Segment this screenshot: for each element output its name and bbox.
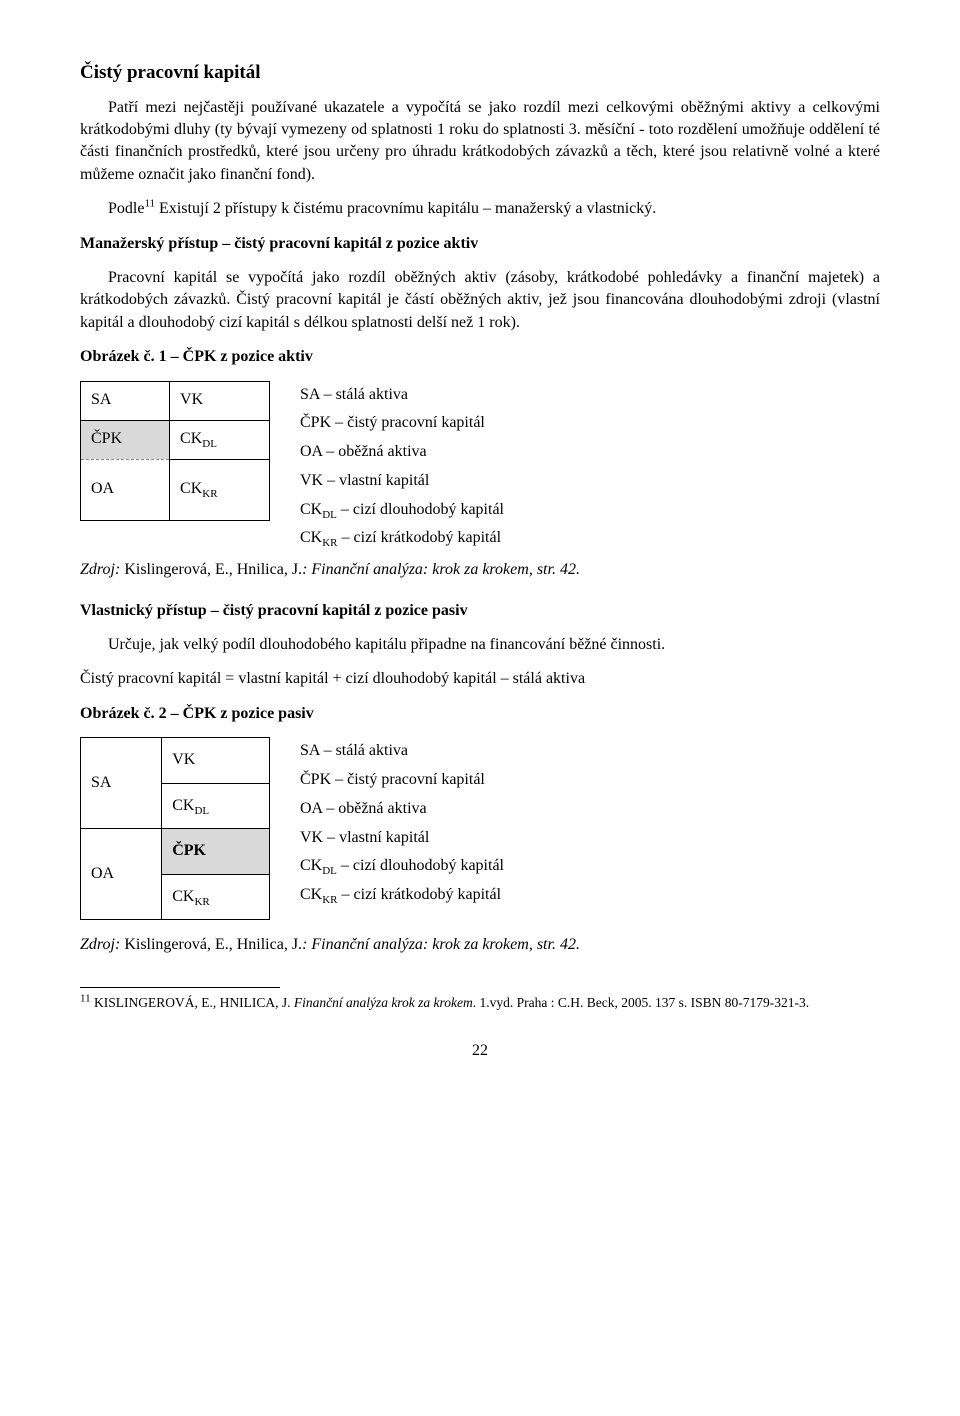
cell-sa: SA	[81, 738, 162, 829]
figure1-caption: Obrázek č. 1 – ČPK z pozice aktiv	[80, 346, 880, 368]
cell-oa: OA	[81, 829, 162, 920]
figure1-row: SA VK ČPK CKDL OA CKKR SA – stálá aktiva…	[80, 381, 880, 554]
cell-ckdl: CKDL	[170, 420, 270, 459]
text: KISLINGEROVÁ, E., HNILICA, J.	[91, 995, 294, 1010]
legend-vk: VK – vlastní kapitál	[300, 467, 504, 496]
cell-vk: VK	[170, 381, 270, 420]
text: : Finanční analýza: krok za krokem, str.…	[302, 936, 580, 953]
legend-ckkr: CKKR – cizí krátkodobý kapitál	[300, 881, 504, 910]
text: Kislingerová, E., Hnilica, J.	[124, 936, 302, 953]
legend1: SA – stálá aktiva ČPK – čistý pracovní k…	[300, 381, 504, 554]
text: CK	[300, 529, 322, 546]
subheading-managerial: Manažerský přístup – čistý pracovní kapi…	[80, 233, 880, 255]
text: Existují 2 přístupy k čistému pracovnímu…	[155, 200, 656, 217]
cell-oa: OA	[81, 459, 170, 520]
sub: DL	[194, 805, 209, 817]
sub: KR	[194, 896, 209, 908]
sub: DL	[322, 509, 337, 521]
sub: DL	[322, 866, 337, 878]
legend-vk: VK – vlastní kapitál	[300, 824, 504, 853]
text: CK	[300, 886, 322, 903]
sub: KR	[202, 488, 217, 500]
text: CK	[300, 501, 322, 518]
text: – cizí dlouhodobý kapitál	[337, 501, 504, 518]
cell-ckkr: CKKR	[170, 459, 270, 520]
figure2-row: SA VK CKDL OA ČPK CKKR SA – stálá aktiva…	[80, 737, 880, 920]
diagram2: SA VK CKDL OA ČPK CKKR	[80, 737, 270, 920]
text: . 1.vyd. Praha : C.H. Beck, 2005. 137 s.…	[473, 995, 809, 1010]
text: – cizí dlouhodobý kapitál	[337, 857, 504, 874]
sub: KR	[322, 894, 337, 906]
cell-cpk: ČPK	[81, 420, 170, 459]
cell-ckkr: CKKR	[162, 874, 270, 920]
sub: DL	[202, 438, 217, 450]
text: : Finanční analýza: krok za krokem, str.…	[302, 561, 580, 578]
text: Kislingerová, E., Hnilica, J.	[124, 561, 302, 578]
legend2: SA – stálá aktiva ČPK – čistý pracovní k…	[300, 737, 504, 910]
legend-ckdl: CKDL – cizí dlouhodobý kapitál	[300, 852, 504, 881]
managerial-paragraph: Pracovní kapitál se vypočítá jako rozdíl…	[80, 267, 880, 334]
text: CK	[172, 797, 194, 814]
source2: Zdroj: Kislingerová, E., Hnilica, J.: Fi…	[80, 934, 880, 956]
formula-paragraph: Čistý pracovní kapitál = vlastní kapitál…	[80, 668, 880, 690]
text: CK	[300, 857, 322, 874]
footnote-11: 11 KISLINGEROVÁ, E., HNILICA, J. Finančn…	[80, 994, 880, 1012]
cell-sa: SA	[81, 381, 170, 420]
legend-oa: OA – oběžná aktiva	[300, 438, 504, 467]
text: CK	[180, 430, 202, 447]
figure2-caption: Obrázek č. 2 – ČPK z pozice pasiv	[80, 703, 880, 725]
legend-cpk: ČPK – čistý pracovní kapitál	[300, 766, 504, 795]
text: – cizí krátkodobý kapitál	[338, 529, 502, 546]
legend-ckkr: CKKR – cizí krátkodobý kapitál	[300, 524, 504, 553]
text: CK	[180, 480, 202, 497]
cell-vk: VK	[162, 738, 270, 784]
text: Podle	[108, 200, 144, 217]
approaches-paragraph: Podle11 Existují 2 přístupy k čistému pr…	[80, 198, 880, 220]
text: – cizí krátkodobý kapitál	[338, 886, 502, 903]
legend-ckdl: CKDL – cizí dlouhodobý kapitál	[300, 496, 504, 525]
diagram1: SA VK ČPK CKDL OA CKKR	[80, 381, 270, 521]
intro-paragraph: Patří mezi nejčastěji používané ukazatel…	[80, 97, 880, 187]
text: CK	[172, 888, 194, 905]
sub: KR	[322, 538, 337, 550]
text: Zdroj:	[80, 561, 124, 578]
legend-sa: SA – stálá aktiva	[300, 737, 504, 766]
footnote-separator	[80, 987, 280, 988]
owner-paragraph: Určuje, jak velký podíl dlouhodobého kap…	[80, 634, 880, 656]
footnote-ref: 11	[144, 198, 155, 210]
section-title: Čistý pracovní kapitál	[80, 60, 880, 87]
legend-cpk: ČPK – čistý pracovní kapitál	[300, 409, 504, 438]
source1: Zdroj: Kislingerová, E., Hnilica, J.: Fi…	[80, 559, 880, 581]
text: Zdroj:	[80, 936, 124, 953]
subheading-owner: Vlastnický přístup – čistý pracovní kapi…	[80, 600, 880, 622]
footnote-num: 11	[80, 992, 91, 1004]
legend-oa: OA – oběžná aktiva	[300, 795, 504, 824]
legend-sa: SA – stálá aktiva	[300, 381, 504, 410]
page-number: 22	[80, 1040, 880, 1062]
cell-ckdl: CKDL	[162, 783, 270, 829]
text: Finanční analýza krok za krokem	[294, 995, 473, 1010]
cell-cpk: ČPK	[162, 829, 270, 875]
